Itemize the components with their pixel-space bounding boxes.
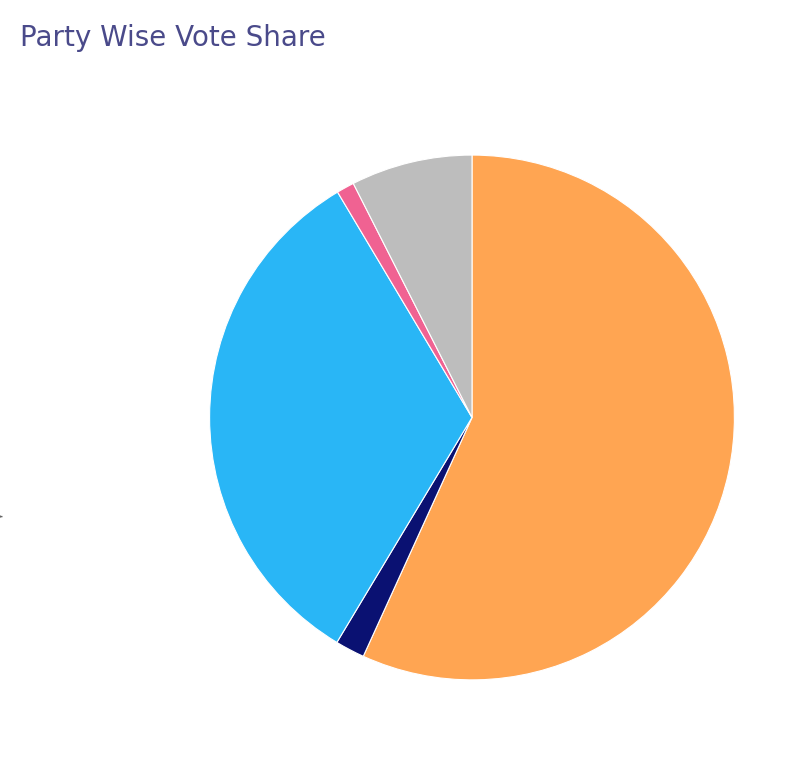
Wedge shape [338,183,472,417]
Text: Party Wise Vote Share: Party Wise Vote Share [20,24,326,52]
Wedge shape [363,155,734,680]
Wedge shape [354,155,472,417]
Wedge shape [210,192,472,643]
Legend: BJP{56.80%}, BSP{1.81%}, INC{32.83%}, NOTA{1.09%}, Others{7.47%}: BJP{56.80%}, BSP{1.81%}, INC{32.83%}, NO… [0,361,5,526]
Wedge shape [337,417,472,656]
